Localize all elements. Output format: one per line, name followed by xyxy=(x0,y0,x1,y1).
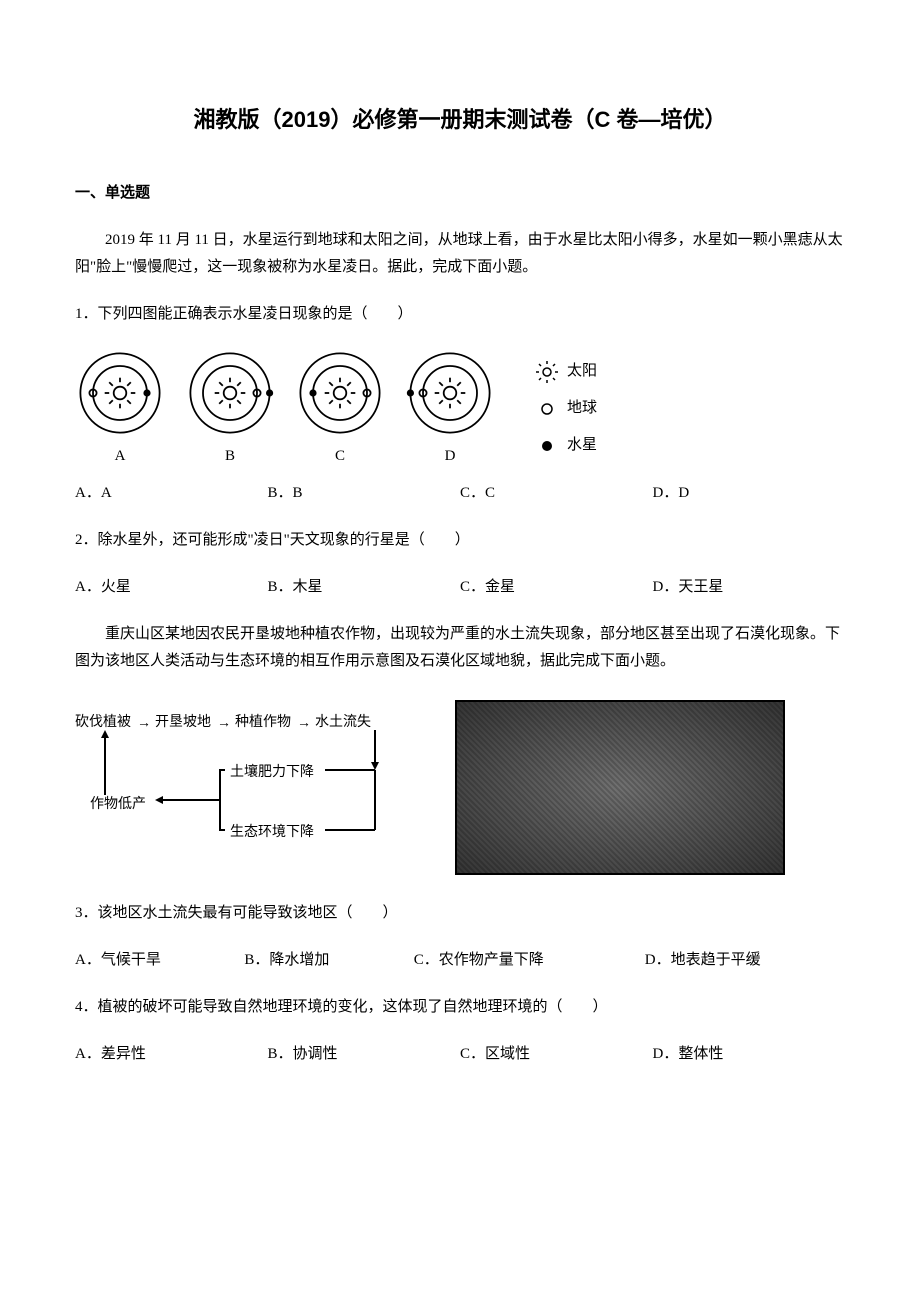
diagram-option-d: D xyxy=(405,348,495,470)
q2-opt-c[interactable]: C．金星 xyxy=(460,574,653,601)
earth-icon xyxy=(535,397,559,421)
flow-n5: 土壤肥力下降 xyxy=(230,760,314,785)
q1-opt-c[interactable]: C．C xyxy=(460,480,653,507)
figure-row: 砍伐植被 → 开垦坡地 → 种植作物 → 水土流失 土壤肥力下降 生态环境下降 … xyxy=(75,700,845,875)
q3-stem: 3．该地区水土流失最有可能导致该地区（ ） xyxy=(75,900,845,927)
page-title: 湘教版（2019）必修第一册期末测试卷（C 卷—培优） xyxy=(75,100,845,140)
q1-diagram: A B xyxy=(75,348,845,470)
flowchart: 砍伐植被 → 开垦坡地 → 种植作物 → 水土流失 土壤肥力下降 生态环境下降 … xyxy=(75,700,415,850)
q3-opt-c[interactable]: C．农作物产量下降 xyxy=(414,947,645,974)
q3-opt-d[interactable]: D．地表趋于平缓 xyxy=(645,947,845,974)
q2-options: A．火星 B．木星 C．金星 D．天王星 xyxy=(75,574,845,601)
q4-opt-d[interactable]: D．整体性 xyxy=(653,1041,846,1068)
q1-opt-b[interactable]: B．B xyxy=(268,480,461,507)
arrow-icon: → xyxy=(297,710,311,735)
legend-earth: 地球 xyxy=(535,395,597,422)
q3-options: A．气候干旱 B．降水增加 C．农作物产量下降 D．地表趋于平缓 xyxy=(75,947,845,974)
q4-opt-c[interactable]: C．区域性 xyxy=(460,1041,653,1068)
q4-options: A．差异性 B．协调性 C．区域性 D．整体性 xyxy=(75,1041,845,1068)
flow-n6: 生态环境下降 xyxy=(230,820,314,845)
legend-mercury-label: 水星 xyxy=(567,432,597,459)
diagram-option-a: A xyxy=(75,348,165,470)
q4-opt-b[interactable]: B．协调性 xyxy=(268,1041,461,1068)
flow-n2: 开垦坡地 xyxy=(155,710,211,735)
diagram-label-a: A xyxy=(115,443,126,470)
context-2: 重庆山区某地因农民开垦坡地种植农作物，出现较为严重的水土流失现象，部分地区甚至出… xyxy=(75,621,845,675)
legend-sun-label: 太阳 xyxy=(567,358,597,385)
diagram-option-b: B xyxy=(185,348,275,470)
q1-opt-a[interactable]: A．A xyxy=(75,480,268,507)
legend-sun: 太阳 xyxy=(535,358,597,385)
context-1: 2019 年 11 月 11 日，水星运行到地球和太阳之间，从地球上看，由于水星… xyxy=(75,227,845,281)
legend-earth-label: 地球 xyxy=(567,395,597,422)
q1-options: A．A B．B C．C D．D xyxy=(75,480,845,507)
q2-stem: 2．除水星外，还可能形成"凌日"天文现象的行星是（ ） xyxy=(75,527,845,554)
arrow-icon: → xyxy=(217,710,231,735)
q3-opt-b[interactable]: B．降水增加 xyxy=(244,947,413,974)
q1-opt-d[interactable]: D．D xyxy=(653,480,846,507)
q2-opt-d[interactable]: D．天王星 xyxy=(653,574,846,601)
section-header: 一、单选题 xyxy=(75,180,845,207)
flow-n7: 作物低产 xyxy=(90,792,146,817)
flow-n3: 种植作物 xyxy=(235,710,291,735)
flow-n4: 水土流失 xyxy=(315,710,371,735)
q4-stem: 4．植被的破坏可能导致自然地理环境的变化，这体现了自然地理环境的（ ） xyxy=(75,994,845,1021)
flow-n1: 砍伐植被 xyxy=(75,710,131,735)
q4-opt-a[interactable]: A．差异性 xyxy=(75,1041,268,1068)
sun-icon xyxy=(535,360,559,384)
mercury-icon xyxy=(535,434,559,458)
q1-stem: 1．下列四图能正确表示水星凌日现象的是（ ） xyxy=(75,301,845,328)
diagram-label-c: C xyxy=(335,443,345,470)
diagram-option-c: C xyxy=(295,348,385,470)
legend-mercury: 水星 xyxy=(535,432,597,459)
q2-opt-a[interactable]: A．火星 xyxy=(75,574,268,601)
q2-opt-b[interactable]: B．木星 xyxy=(268,574,461,601)
diagram-label-d: D xyxy=(445,443,456,470)
arrow-icon: → xyxy=(137,710,151,735)
diagram-label-b: B xyxy=(225,443,235,470)
diagram-legend: 太阳 地球 水星 xyxy=(535,358,597,459)
landscape-photo xyxy=(455,700,785,875)
q3-opt-a[interactable]: A．气候干旱 xyxy=(75,947,244,974)
